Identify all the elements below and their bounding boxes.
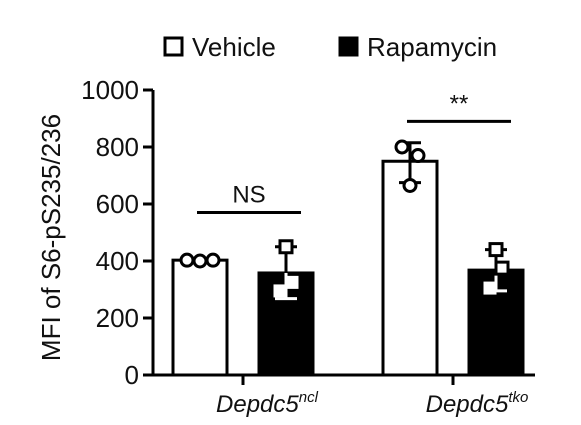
data-point [192, 253, 208, 269]
significance-label: NS [232, 182, 265, 209]
x-category-label: Depdc5tko [426, 389, 529, 418]
bar [381, 159, 439, 377]
significance-annotations: NS ** [197, 90, 511, 215]
legend: Vehicle Rapamycin [163, 32, 497, 62]
data-point [278, 239, 294, 255]
data-point [394, 139, 410, 155]
y-tick-label: 800 [96, 132, 139, 162]
y-tick-label: 200 [96, 303, 139, 333]
legend-swatch [338, 36, 359, 57]
y-tick-label: 1000 [81, 75, 139, 105]
data-point [205, 252, 221, 268]
data-point [285, 275, 299, 289]
bars [171, 139, 525, 377]
bar [171, 258, 229, 377]
legend-label: Rapamycin [367, 32, 497, 62]
data-point [402, 177, 418, 193]
significance-label: ** [450, 90, 469, 117]
data-point [494, 260, 510, 276]
y-axis: 0 200 400 600 800 1000 MFI of S6-pS235/236 [36, 75, 155, 390]
x-category-label: Depdc5ncl [216, 389, 319, 418]
legend-label: Vehicle [192, 32, 276, 62]
y-tick-label: 600 [96, 189, 139, 219]
legend-swatch [163, 36, 184, 57]
data-point [483, 281, 497, 295]
data-point [179, 252, 195, 268]
y-tick-label: 0 [125, 360, 139, 390]
data-point [410, 148, 426, 164]
data-point [488, 242, 504, 258]
y-axis-label: MFI of S6-pS235/236 [36, 114, 66, 361]
x-axis: Depdc5ncl Depdc5tko [152, 373, 535, 418]
data-point [273, 284, 287, 298]
y-tick-label: 400 [96, 246, 139, 276]
